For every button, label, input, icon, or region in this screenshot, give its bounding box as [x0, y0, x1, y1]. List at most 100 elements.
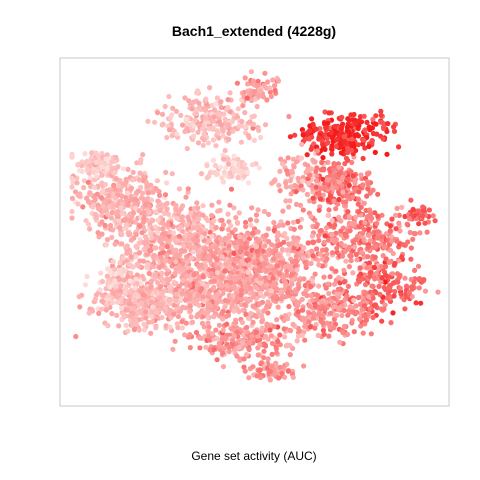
cell-point — [351, 297, 357, 303]
cell-point — [191, 99, 197, 105]
cell-point — [300, 315, 306, 321]
cell-point — [200, 203, 206, 209]
cell-point — [181, 243, 187, 249]
cell-point — [229, 274, 235, 280]
cell-point — [388, 234, 395, 240]
cell-point — [314, 148, 321, 154]
cell-point — [367, 299, 373, 305]
cell-point — [336, 164, 342, 170]
cell-point — [169, 171, 175, 177]
cell-point — [231, 205, 237, 211]
cell-point — [378, 306, 384, 312]
cell-point — [381, 125, 387, 132]
cell-point — [265, 299, 271, 305]
cell-point — [127, 289, 133, 295]
cell-point — [219, 217, 225, 223]
cell-point — [329, 250, 336, 256]
cell-point — [226, 243, 232, 249]
cell-point — [167, 324, 173, 330]
cell-point — [408, 256, 414, 262]
cell-point — [271, 219, 277, 226]
cell-point — [203, 344, 209, 350]
cell-point — [164, 134, 170, 141]
cell-point — [190, 319, 196, 325]
cell-point — [416, 208, 422, 214]
cell-point — [98, 270, 104, 276]
cell-point — [116, 323, 122, 329]
cell-point — [120, 166, 127, 172]
cell-point — [295, 309, 301, 315]
cell-point — [306, 172, 313, 178]
cell-point — [223, 261, 229, 267]
cell-point — [345, 331, 351, 337]
cell-point — [89, 150, 95, 156]
cell-point — [338, 150, 344, 156]
cell-point — [207, 347, 213, 353]
cell-point — [92, 211, 98, 217]
cell-point — [173, 297, 179, 303]
cell-point — [216, 322, 222, 328]
cell-point — [170, 235, 176, 241]
cell-point — [171, 302, 177, 308]
cell-point — [223, 257, 229, 263]
cell-point — [267, 327, 273, 333]
cell-point — [275, 304, 281, 310]
cell-point — [149, 278, 155, 284]
cell-point — [333, 206, 339, 212]
cell-point — [224, 298, 231, 304]
cell-point — [406, 289, 412, 296]
cell-point — [175, 313, 181, 320]
cell-point — [103, 307, 109, 313]
cell-point — [316, 191, 322, 197]
cell-point — [244, 324, 250, 331]
cell-point — [396, 212, 402, 218]
cell-point — [113, 154, 119, 160]
cell-point — [336, 275, 342, 281]
cell-point — [399, 254, 405, 260]
cell-point — [149, 235, 155, 241]
cell-point — [124, 250, 130, 256]
cell-point — [271, 179, 277, 185]
cell-point — [211, 278, 217, 284]
cell-point — [351, 222, 357, 228]
cell-point — [141, 215, 147, 222]
cell-point — [164, 244, 170, 250]
cell-point — [325, 281, 331, 287]
cell-point — [257, 342, 263, 348]
cell-point — [400, 242, 406, 248]
cell-point — [366, 143, 372, 150]
cell-point — [199, 126, 206, 132]
cell-point — [191, 214, 197, 220]
cell-point — [106, 193, 112, 199]
cell-point — [222, 304, 228, 310]
cell-point — [308, 260, 314, 267]
cell-point — [128, 254, 134, 260]
cell-point — [169, 133, 175, 139]
cell-point — [320, 327, 326, 333]
cell-point — [210, 157, 217, 163]
cell-point — [171, 230, 177, 236]
cell-point — [256, 301, 262, 307]
cell-point — [195, 140, 202, 146]
cell-point — [346, 182, 352, 188]
cell-point — [188, 210, 194, 216]
cell-point — [277, 168, 283, 174]
cell-point — [173, 247, 179, 253]
cell-point — [339, 114, 345, 120]
cell-point — [179, 214, 185, 220]
cell-point — [216, 135, 222, 141]
cell-point — [344, 192, 350, 198]
cell-point — [272, 83, 278, 89]
cell-point — [416, 276, 423, 282]
cell-point — [173, 287, 179, 293]
cell-point — [69, 195, 75, 201]
cell-point — [145, 118, 151, 124]
cell-point — [209, 212, 215, 219]
cell-point — [99, 231, 105, 237]
cell-point — [163, 258, 169, 264]
cell-point — [206, 324, 212, 330]
cell-point — [362, 145, 368, 151]
cell-point — [264, 282, 270, 288]
cell-point — [80, 204, 86, 210]
